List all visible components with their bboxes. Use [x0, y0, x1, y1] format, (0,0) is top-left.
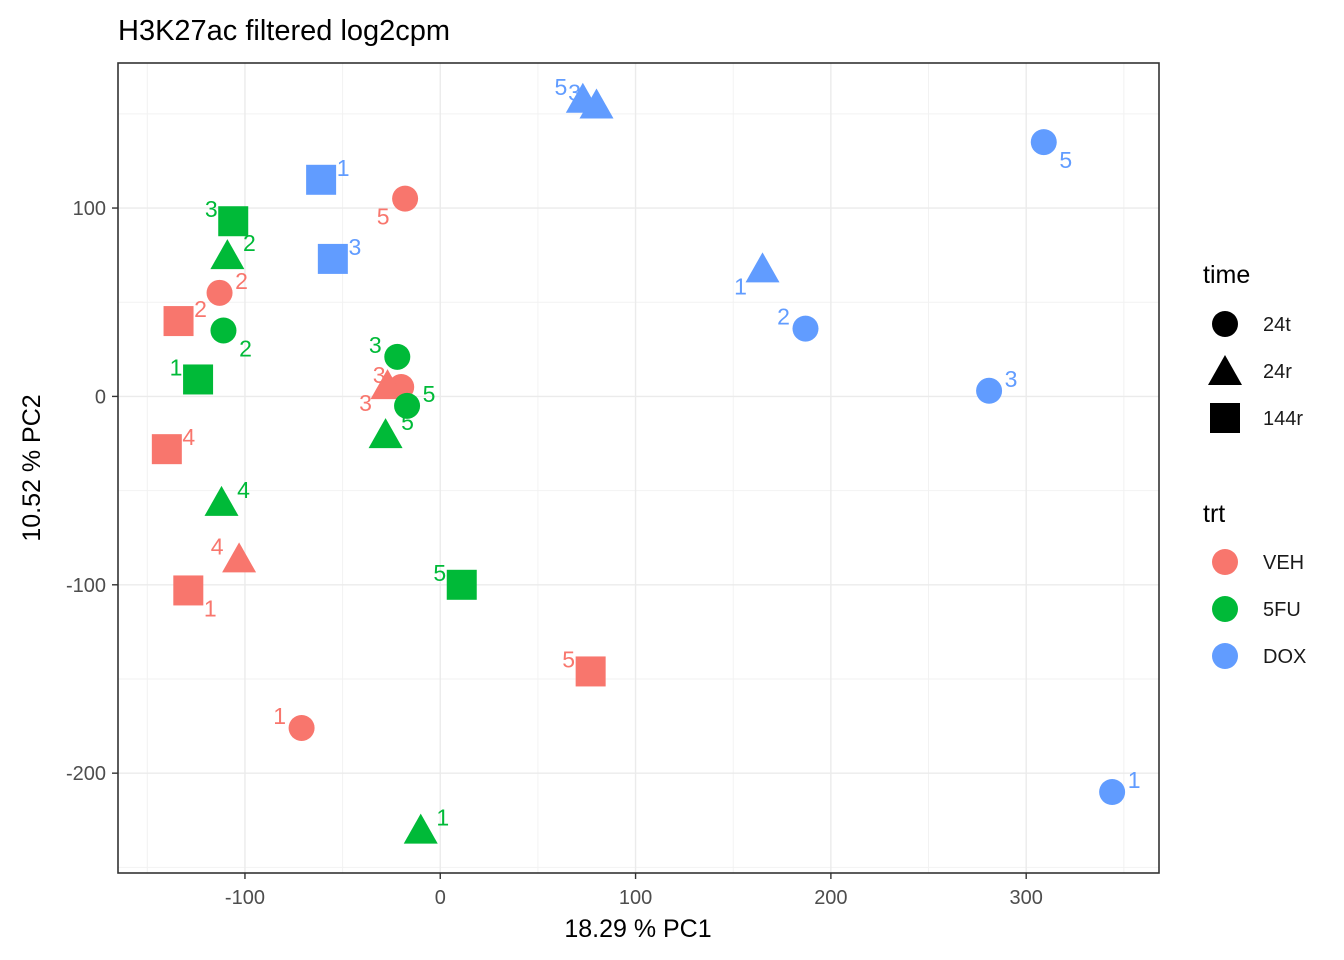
point-label: 3: [348, 234, 361, 260]
x-tick-label: 300: [1010, 887, 1043, 909]
legend-key-circle: [1212, 311, 1238, 337]
point-label: 2: [235, 268, 248, 294]
legend-label-time: 144r: [1263, 408, 1303, 430]
x-tick-label: 100: [619, 887, 652, 909]
data-point-5fu-24r: [204, 485, 239, 516]
point-label: 1: [204, 595, 217, 621]
grid-lines: [118, 63, 1159, 873]
data-points: [151, 82, 1126, 844]
data-point-dox-24t: [1099, 779, 1126, 805]
data-point-veh-144r: [173, 575, 204, 606]
point-label: 1: [734, 273, 747, 299]
point-label: 5: [554, 74, 567, 100]
x-axis-title: 18.29 % PC1: [564, 915, 711, 943]
point-label: 1: [436, 805, 449, 831]
legend-key-veh: [1212, 549, 1238, 575]
point-label: 1: [170, 354, 183, 380]
x-tick-label: 0: [435, 887, 446, 909]
plot-panel-border: [117, 62, 1160, 874]
point-label: 3: [359, 390, 372, 416]
axes-ticks: -100 0 100 200 300 -200 -100 0 100: [66, 198, 1043, 909]
point-label: 5: [401, 409, 414, 435]
data-point-5fu-144r: [446, 569, 477, 600]
legend-label-trt: VEH: [1263, 552, 1304, 574]
legend-label-trt: 5FU: [1263, 599, 1301, 621]
point-label: 2: [777, 304, 790, 330]
data-point-veh-144r: [163, 306, 194, 337]
point-label: 5: [433, 560, 446, 586]
data-point-dox-144r: [317, 243, 348, 274]
y-tick-label: -200: [66, 763, 106, 785]
plot-panel-background: [118, 63, 1159, 873]
x-tick-label: -100: [225, 887, 265, 909]
data-point-dox-24r: [565, 82, 600, 113]
point-label: 4: [182, 424, 195, 450]
data-point-dox-144r: [306, 164, 337, 195]
point-label: 5: [377, 204, 390, 230]
data-point-veh-24t: [288, 714, 315, 741]
legend-title-time: time: [1203, 261, 1250, 289]
point-label: 3: [1005, 366, 1018, 392]
y-tick-label: 100: [73, 198, 106, 220]
point-label: 1: [273, 703, 286, 729]
point-label: 4: [237, 477, 250, 503]
data-point-dox-24t: [792, 315, 819, 342]
legend-key-square: [1210, 403, 1240, 433]
point-label: 2: [239, 335, 252, 361]
point-label: 3: [205, 196, 218, 222]
data-point-5fu-144r: [183, 364, 214, 395]
point-label: 1: [337, 155, 350, 181]
point-label: 5: [562, 646, 575, 672]
legend: time 24t 24r 144r trt VEH 5FU DOX: [1203, 261, 1306, 669]
chart-title: H3K27ac filtered log2cpm: [118, 15, 450, 47]
point-label: 1: [1128, 767, 1141, 793]
data-point-dox-24t: [976, 377, 1003, 404]
y-axis-title: 10.52 % PC2: [18, 394, 46, 541]
data-point-veh-144r: [575, 656, 606, 687]
legend-title-trt: trt: [1203, 500, 1225, 528]
data-point-5fu-144r: [218, 206, 249, 237]
data-point-veh-24r: [222, 542, 257, 573]
data-point-veh-144r: [151, 434, 182, 465]
legend-key-triangle: [1208, 355, 1242, 385]
y-tick-label: -100: [66, 575, 106, 597]
x-tick-label: 200: [814, 887, 847, 909]
data-point-5fu-24t: [384, 343, 411, 370]
point-label: 3: [369, 332, 382, 358]
data-point-dox-24t: [1030, 129, 1057, 156]
legend-label-time: 24t: [1263, 314, 1291, 336]
legend-key-5fu: [1212, 596, 1238, 622]
point-label: 2: [243, 230, 256, 256]
data-point-veh-24r: [370, 369, 405, 400]
data-point-dox-24r: [745, 252, 780, 283]
y-tick-label: 0: [95, 386, 106, 408]
data-point-5fu-24r: [210, 239, 245, 270]
legend-key-dox: [1212, 643, 1238, 669]
point-label: 5: [1059, 147, 1072, 173]
data-point-veh-24t: [206, 279, 233, 306]
legend-label-trt: DOX: [1263, 646, 1306, 668]
point-label: 3: [373, 362, 386, 388]
point-label: 3: [568, 79, 581, 105]
data-point-5fu-24r: [368, 418, 403, 449]
data-point-5fu-24t: [210, 317, 237, 344]
data-point-veh-24t: [392, 185, 419, 212]
point-label: 4: [211, 533, 224, 559]
legend-label-time: 24r: [1263, 361, 1292, 383]
data-point-5fu-24t: [394, 392, 421, 419]
point-label: 2: [194, 296, 207, 322]
data-point-5fu-24r: [403, 813, 438, 844]
point-label: 5: [423, 381, 436, 407]
